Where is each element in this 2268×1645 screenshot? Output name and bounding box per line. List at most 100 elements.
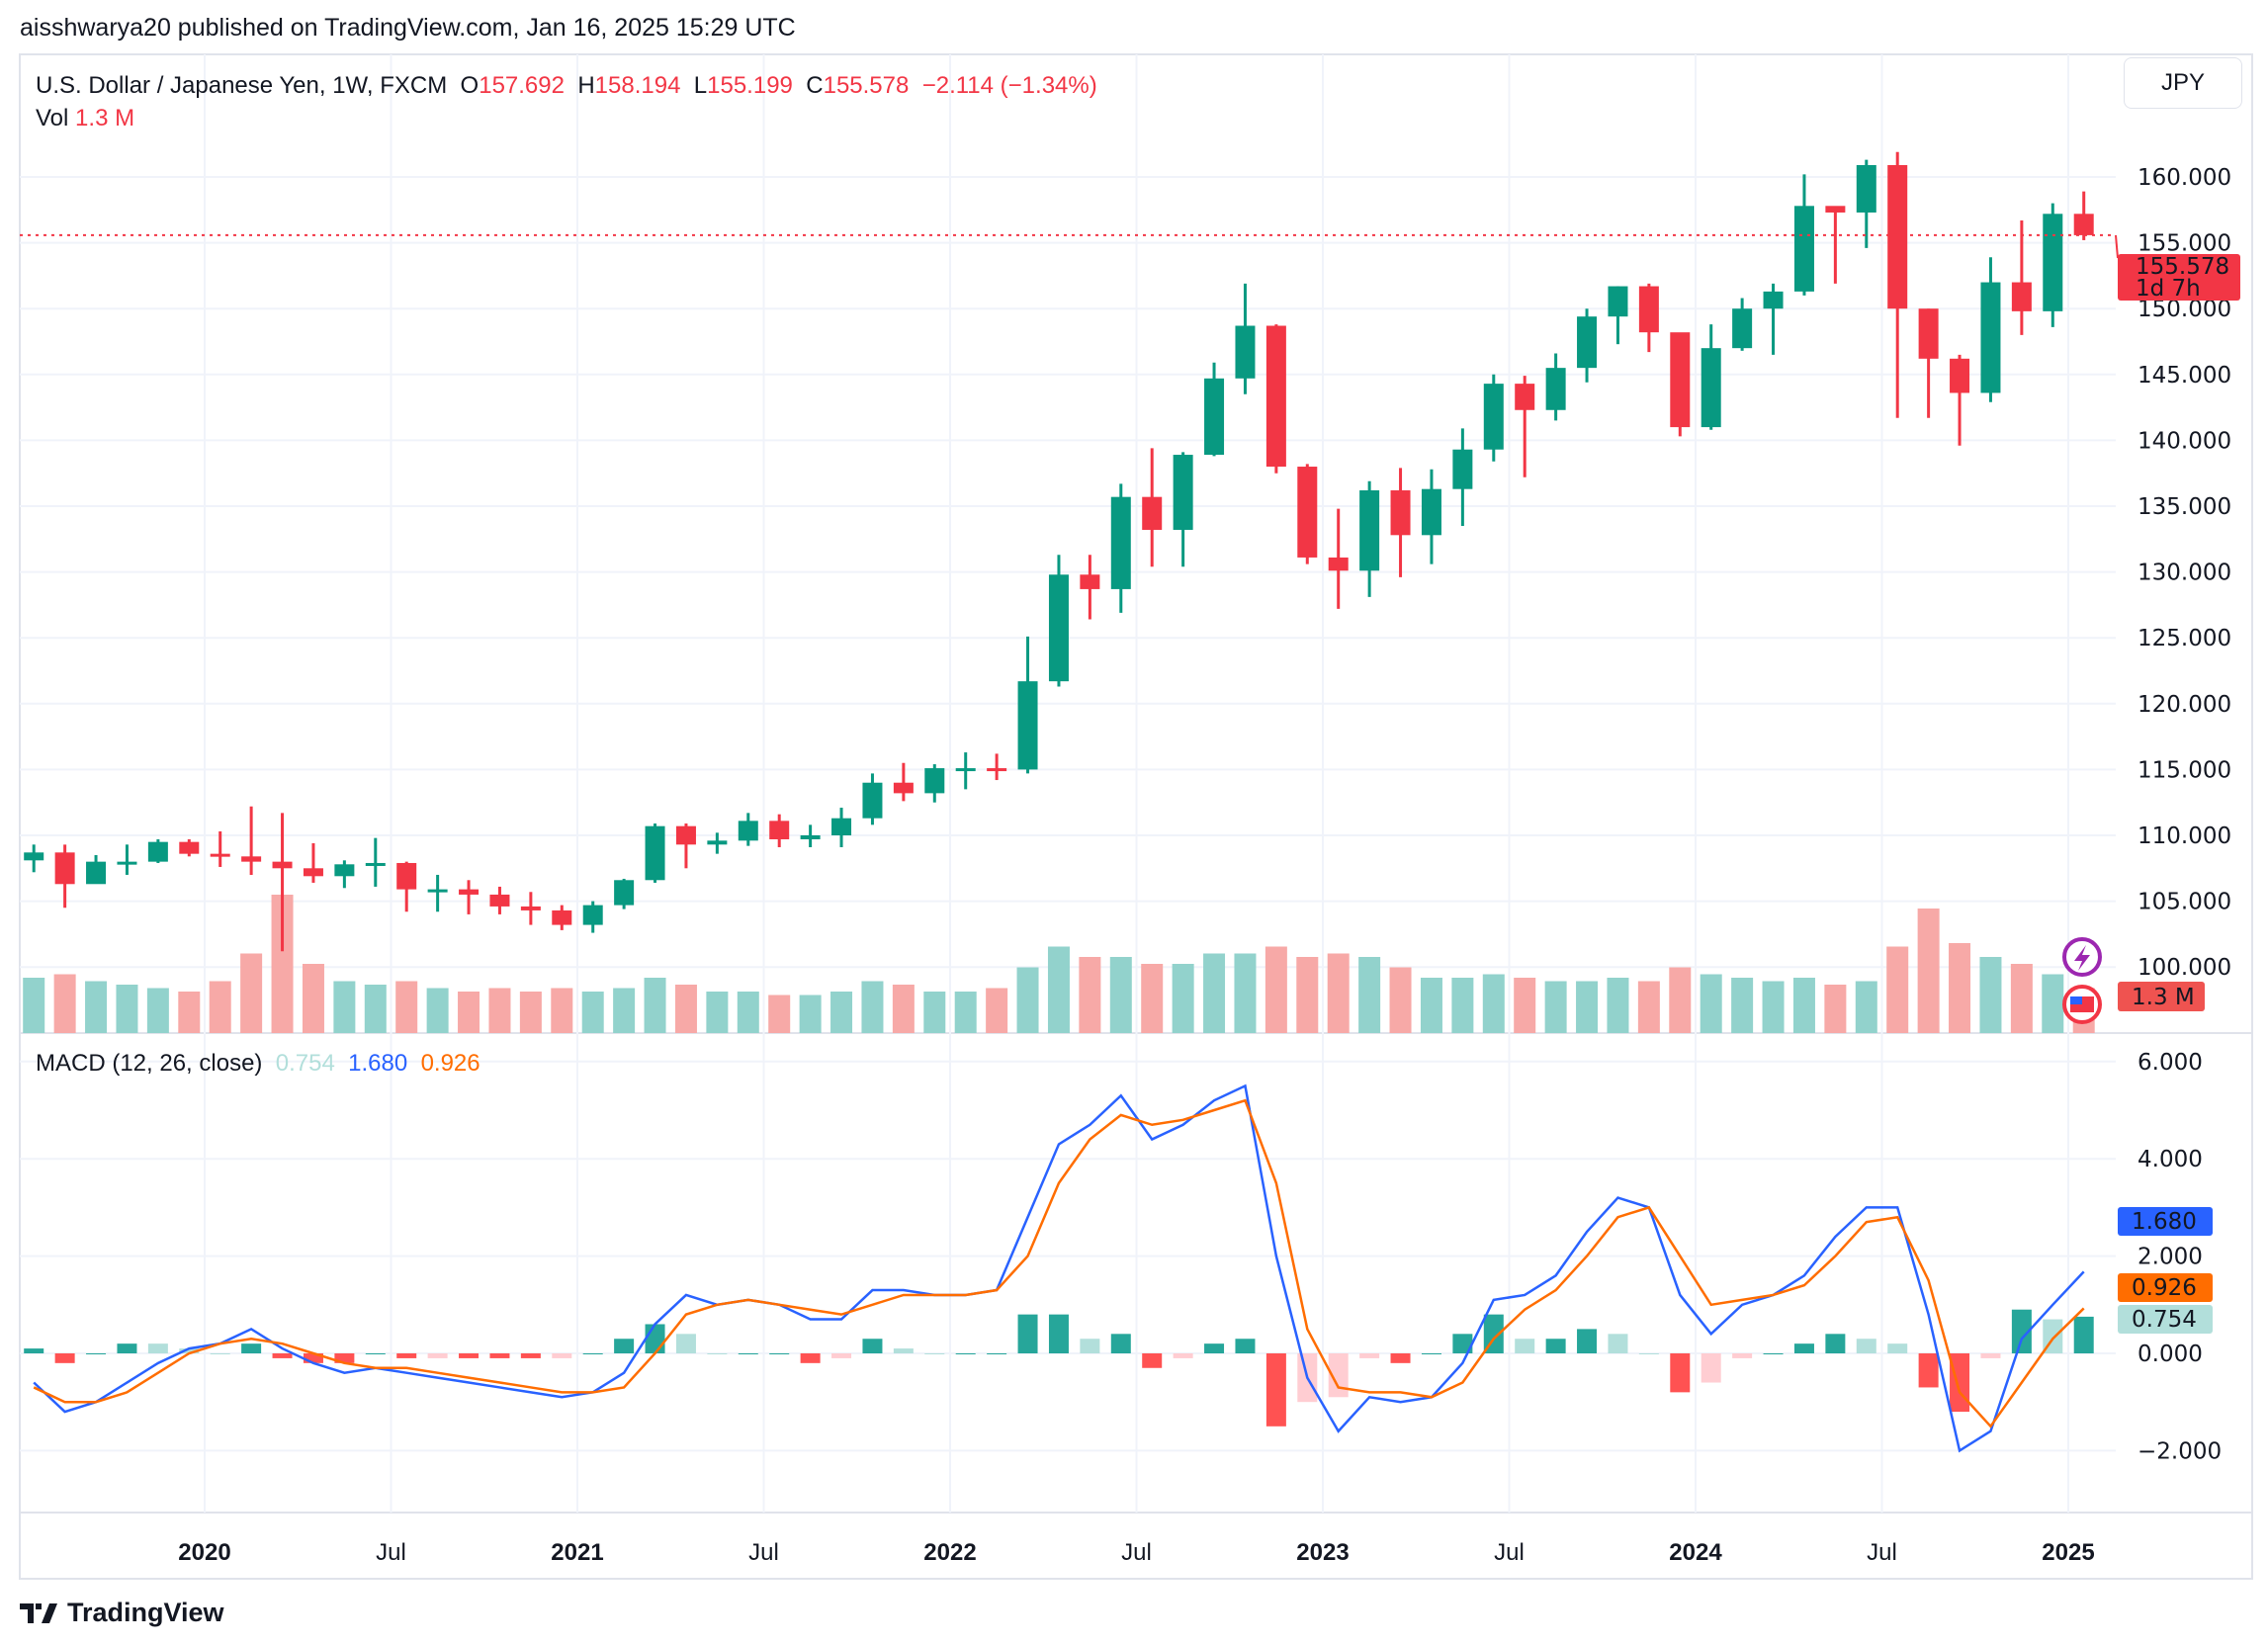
volume-bar	[1886, 946, 1909, 1033]
candle-up	[117, 861, 137, 865]
candle-down	[1515, 384, 1535, 410]
macd-histogram-bar	[303, 1353, 323, 1363]
macd-histogram-bar	[987, 1353, 1007, 1354]
candle-down	[552, 909, 572, 925]
volume-legend-value: 1.3 M	[75, 105, 135, 131]
candle-up	[614, 880, 635, 906]
macd-histogram-bar	[1918, 1353, 1939, 1388]
volume-bar	[240, 953, 263, 1033]
volume-bar	[1669, 967, 1692, 1033]
candle-down	[272, 861, 293, 869]
macd-histogram-bar	[489, 1353, 510, 1358]
change-value: −2.114 (−1.34%)	[921, 72, 1097, 99]
time-tick-label: 2021	[551, 1539, 603, 1566]
signal-badge-value: 0.926	[2132, 1275, 2197, 1301]
volume-bar	[644, 978, 666, 1033]
volume-bar	[2010, 964, 2033, 1033]
candle-up	[1173, 455, 1193, 530]
macd-histogram-bar	[86, 1353, 107, 1354]
macd-histogram-bar	[1577, 1329, 1598, 1353]
candle-down	[179, 841, 200, 854]
low-value: 155.199	[707, 72, 793, 99]
candle-up	[582, 905, 603, 925]
candle-up	[1359, 490, 1380, 571]
time-tick-label: Jul	[376, 1539, 406, 1566]
candle-up	[1483, 384, 1504, 450]
macd-histogram-bar	[117, 1343, 137, 1353]
macd-histogram-bar	[1825, 1334, 1846, 1353]
volume-bar	[1141, 964, 1164, 1033]
time-tick-label: 2024	[1669, 1539, 1722, 1566]
volume-bar	[1451, 978, 1474, 1033]
currency-button[interactable]: JPY	[2124, 57, 2242, 109]
macd-histogram-bar	[1732, 1353, 1753, 1358]
candle-up	[955, 768, 976, 772]
volume-bar	[581, 992, 604, 1033]
volume-bar	[364, 985, 387, 1033]
candle-down	[1950, 358, 1970, 393]
volume-bar	[1234, 953, 1257, 1033]
macd-histogram-bar	[924, 1353, 945, 1354]
high-label: H	[577, 72, 595, 99]
macd-badge-value: 1.680	[2132, 1209, 2197, 1235]
price-tick-label: 155.000	[2137, 231, 2231, 257]
volume-bar	[1917, 909, 1940, 1033]
macd-histogram-bar	[1980, 1353, 2001, 1358]
macd-badge	[2118, 1207, 2213, 1236]
symbol-legend: U.S. Dollar / Japanese Yen, 1W, FXCM O15…	[36, 69, 1097, 134]
macd-histogram-bar	[675, 1334, 696, 1353]
volume-bar	[706, 992, 729, 1033]
candle-up	[1204, 378, 1225, 456]
volume-bar	[1420, 978, 1442, 1033]
high-value: 158.194	[594, 72, 681, 99]
volume-bar	[1979, 957, 2002, 1033]
tradingview-logo[interactable]: TradingView	[20, 1598, 224, 1628]
candle-up	[707, 840, 728, 845]
volume-bar	[302, 964, 324, 1033]
volume-bar	[954, 992, 977, 1033]
candle-down	[210, 853, 230, 857]
hist-badge-value: 0.754	[2132, 1307, 2197, 1333]
candle-up	[147, 841, 168, 862]
price-tick-label: 145.000	[2137, 363, 2231, 389]
macd-histogram-bar	[241, 1343, 262, 1353]
macd-title[interactable]: MACD (12, 26, close)	[36, 1050, 263, 1077]
published-caption: aisshwarya20 published on TradingView.co…	[20, 14, 796, 42]
macd-histogram-bar	[1080, 1339, 1100, 1353]
volume-badge-value: 1.3 M	[2132, 985, 2195, 1010]
volume-bar	[488, 988, 511, 1033]
macd-histogram-bar	[1173, 1353, 1193, 1358]
macd-histogram-bar	[1235, 1339, 1256, 1353]
macd-histogram-bar	[1608, 1334, 1628, 1353]
candle-up	[1732, 308, 1753, 349]
volume-bar	[799, 995, 822, 1033]
macd-histogram-bar	[769, 1353, 790, 1354]
brand-name: TradingView	[67, 1598, 224, 1627]
volume-bar	[1358, 957, 1381, 1033]
candle-down	[1825, 206, 1846, 213]
candle-up	[1856, 165, 1876, 213]
candle-up	[1980, 282, 2001, 393]
macd-signal-value: 0.926	[420, 1050, 480, 1077]
candle-up	[1701, 348, 1721, 428]
signal-badge	[2118, 1273, 2213, 1302]
candle-down	[987, 768, 1007, 772]
symbol-name[interactable]: U.S. Dollar / Japanese Yen, 1W, FXCM	[36, 72, 448, 99]
volume-bar	[178, 992, 201, 1033]
macd-histogram-bar	[1110, 1334, 1131, 1353]
candle-up	[800, 835, 821, 839]
macd-histogram-bar	[1545, 1339, 1566, 1353]
volume-bar	[674, 985, 697, 1033]
volume-bar	[1327, 953, 1350, 1033]
macd-histogram-bar	[893, 1348, 914, 1353]
macd-line	[33, 1083, 2085, 1453]
candle-down	[1328, 557, 1349, 571]
candle-up	[1452, 449, 1473, 489]
time-tick-label: Jul	[1867, 1539, 1897, 1566]
macd-histogram-bar	[1950, 1353, 1970, 1413]
candle-down	[1918, 308, 1939, 359]
candle-down	[1638, 286, 1659, 333]
volume-legend-label: Vol	[36, 105, 69, 131]
time-tick-label: Jul	[1494, 1539, 1525, 1566]
